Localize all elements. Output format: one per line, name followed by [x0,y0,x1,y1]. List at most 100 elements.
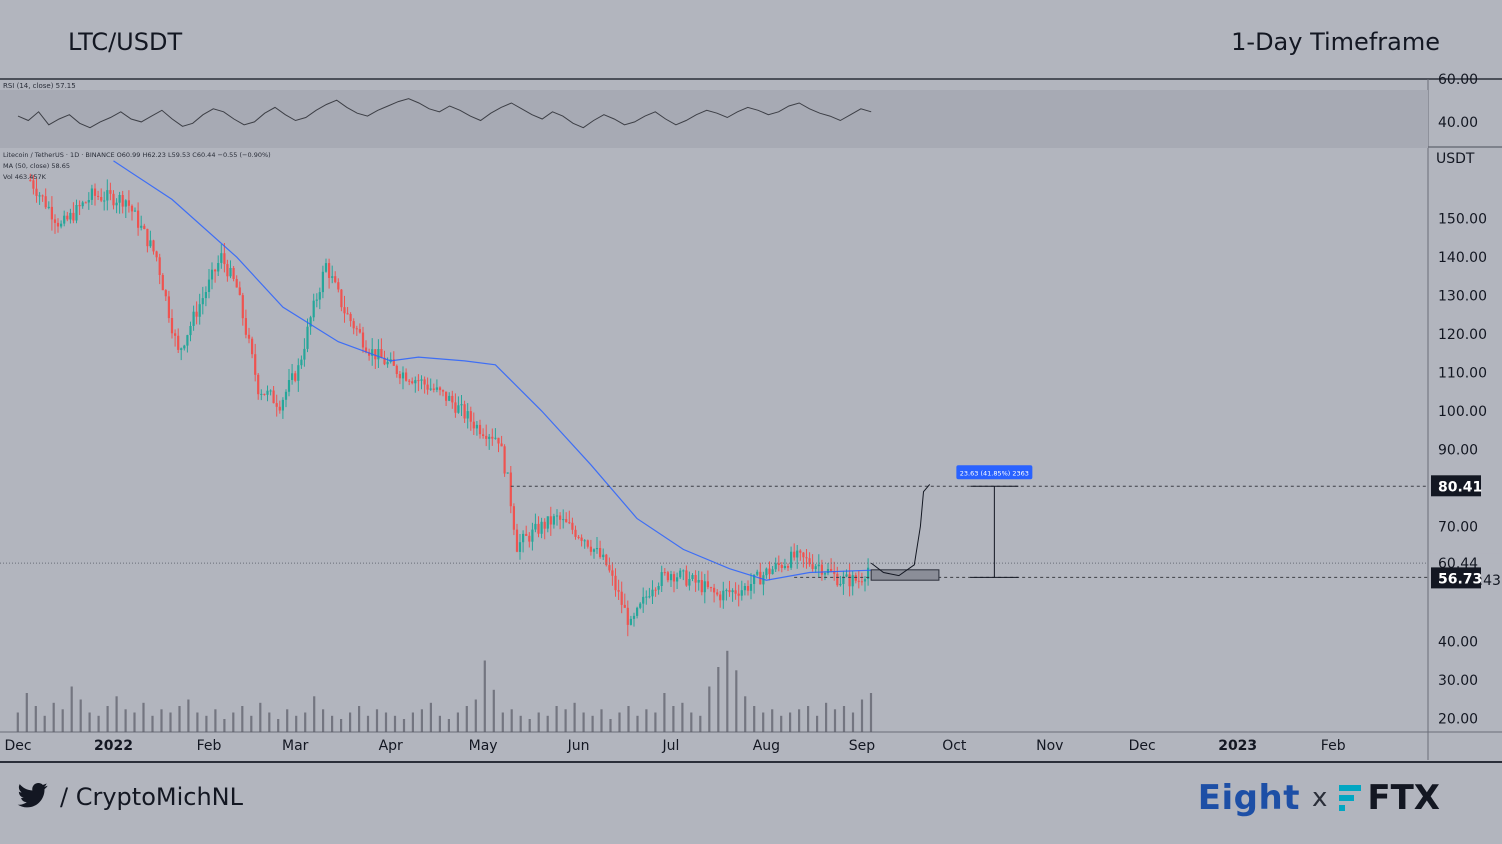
volume-bar [322,709,325,733]
candle-up [636,607,639,616]
candle-down [195,311,198,317]
candle-down [482,434,485,436]
candle-up [69,212,72,220]
volume-bar [816,715,819,733]
volume-bar [591,715,594,733]
time-tick-label: Feb [1321,738,1346,754]
volume-bar [869,693,873,732]
candle-up [460,404,463,406]
candle-down [226,264,229,277]
volume-bar [349,712,352,732]
volume-bar [259,702,262,733]
candle-down [50,206,53,220]
volume-bar [187,699,190,732]
candle-down [515,529,519,552]
candle-down [254,354,257,375]
support-zone-box[interactable] [870,569,940,581]
candle-up [660,572,663,586]
candle-down [411,381,414,384]
candle-up [602,554,605,558]
candle-up [632,615,636,619]
volume-bar [124,709,127,733]
candle-down [605,554,608,566]
candle-down [509,472,512,507]
candle-up [435,387,438,390]
rsi-tick-60: 60.00 [1438,72,1478,88]
price-chart[interactable]: RSI (14, close) 57.15 60.00 40.00 Litecoin… [0,0,1502,760]
measure-label-box [956,465,1033,480]
candle-down [294,373,297,381]
candle-up [851,575,854,587]
candle-down [241,295,244,319]
volume-bar [196,712,199,732]
volume-bar [519,715,522,733]
candle-down [223,253,226,265]
candle-down [694,575,697,583]
candle-up [269,390,272,392]
candle-up [555,515,559,517]
candle-down [214,269,217,272]
volume-bar [295,715,298,733]
candle-up [740,590,743,596]
candle-down [152,240,155,252]
ftx-wordmark: FTX [1367,778,1440,818]
candle-down [614,575,617,591]
candle-down [500,443,503,447]
candle-down [174,333,177,336]
candle-down [112,193,115,206]
volume-bar [735,670,738,733]
volume-bar [133,712,136,732]
candle-up [312,300,315,318]
candle-up [642,596,645,604]
price-tick-label: 120.00 [1438,327,1487,343]
volume-bar [663,693,666,732]
volume-bar [25,693,28,732]
candle-up [180,348,183,350]
volume-bar [358,706,361,732]
candle-up [315,299,318,301]
candle-down [737,593,740,596]
candle-up [651,589,654,597]
candle-up [743,586,746,591]
time-tick-label: Sep [849,738,876,754]
candle-down [577,536,580,538]
volume-bar [34,706,37,732]
candle-up [753,574,756,584]
candle-down [780,565,783,568]
candle-down [537,523,540,534]
volume-bar [510,709,513,733]
rsi-tick-40: 40.00 [1438,115,1478,131]
candle-down [235,279,238,288]
volume-bar [160,709,163,733]
volume-bar [393,715,397,733]
candle-down [29,180,32,182]
volume-bar [780,715,783,733]
candle-up [817,564,820,567]
candle-down [78,205,81,207]
candle-down [272,390,275,404]
ma-legend: MA (50, close) 58.65 [3,162,70,170]
candle-up [842,576,845,584]
volume-bar [798,709,801,733]
candle-down [278,406,281,411]
candle-up [331,276,334,278]
candle-up [765,568,768,576]
candle-up [429,388,432,390]
candle-down [161,275,164,291]
candle-up [75,205,78,221]
candle-up [401,372,405,379]
volume-bar [429,702,432,733]
candle-down [746,586,750,591]
candle-up [300,359,303,366]
brand-logos: Eight x FTX [1198,778,1440,818]
candle-down [426,384,429,390]
volume-bar [555,706,558,732]
candle-up [823,573,827,575]
candle-down [155,251,158,258]
candle-up [679,570,682,578]
volume-bar [573,702,576,733]
candle-down [728,590,731,593]
time-tick-label: Jun [567,738,590,754]
candle-down [620,591,623,605]
candle-down [395,365,398,374]
